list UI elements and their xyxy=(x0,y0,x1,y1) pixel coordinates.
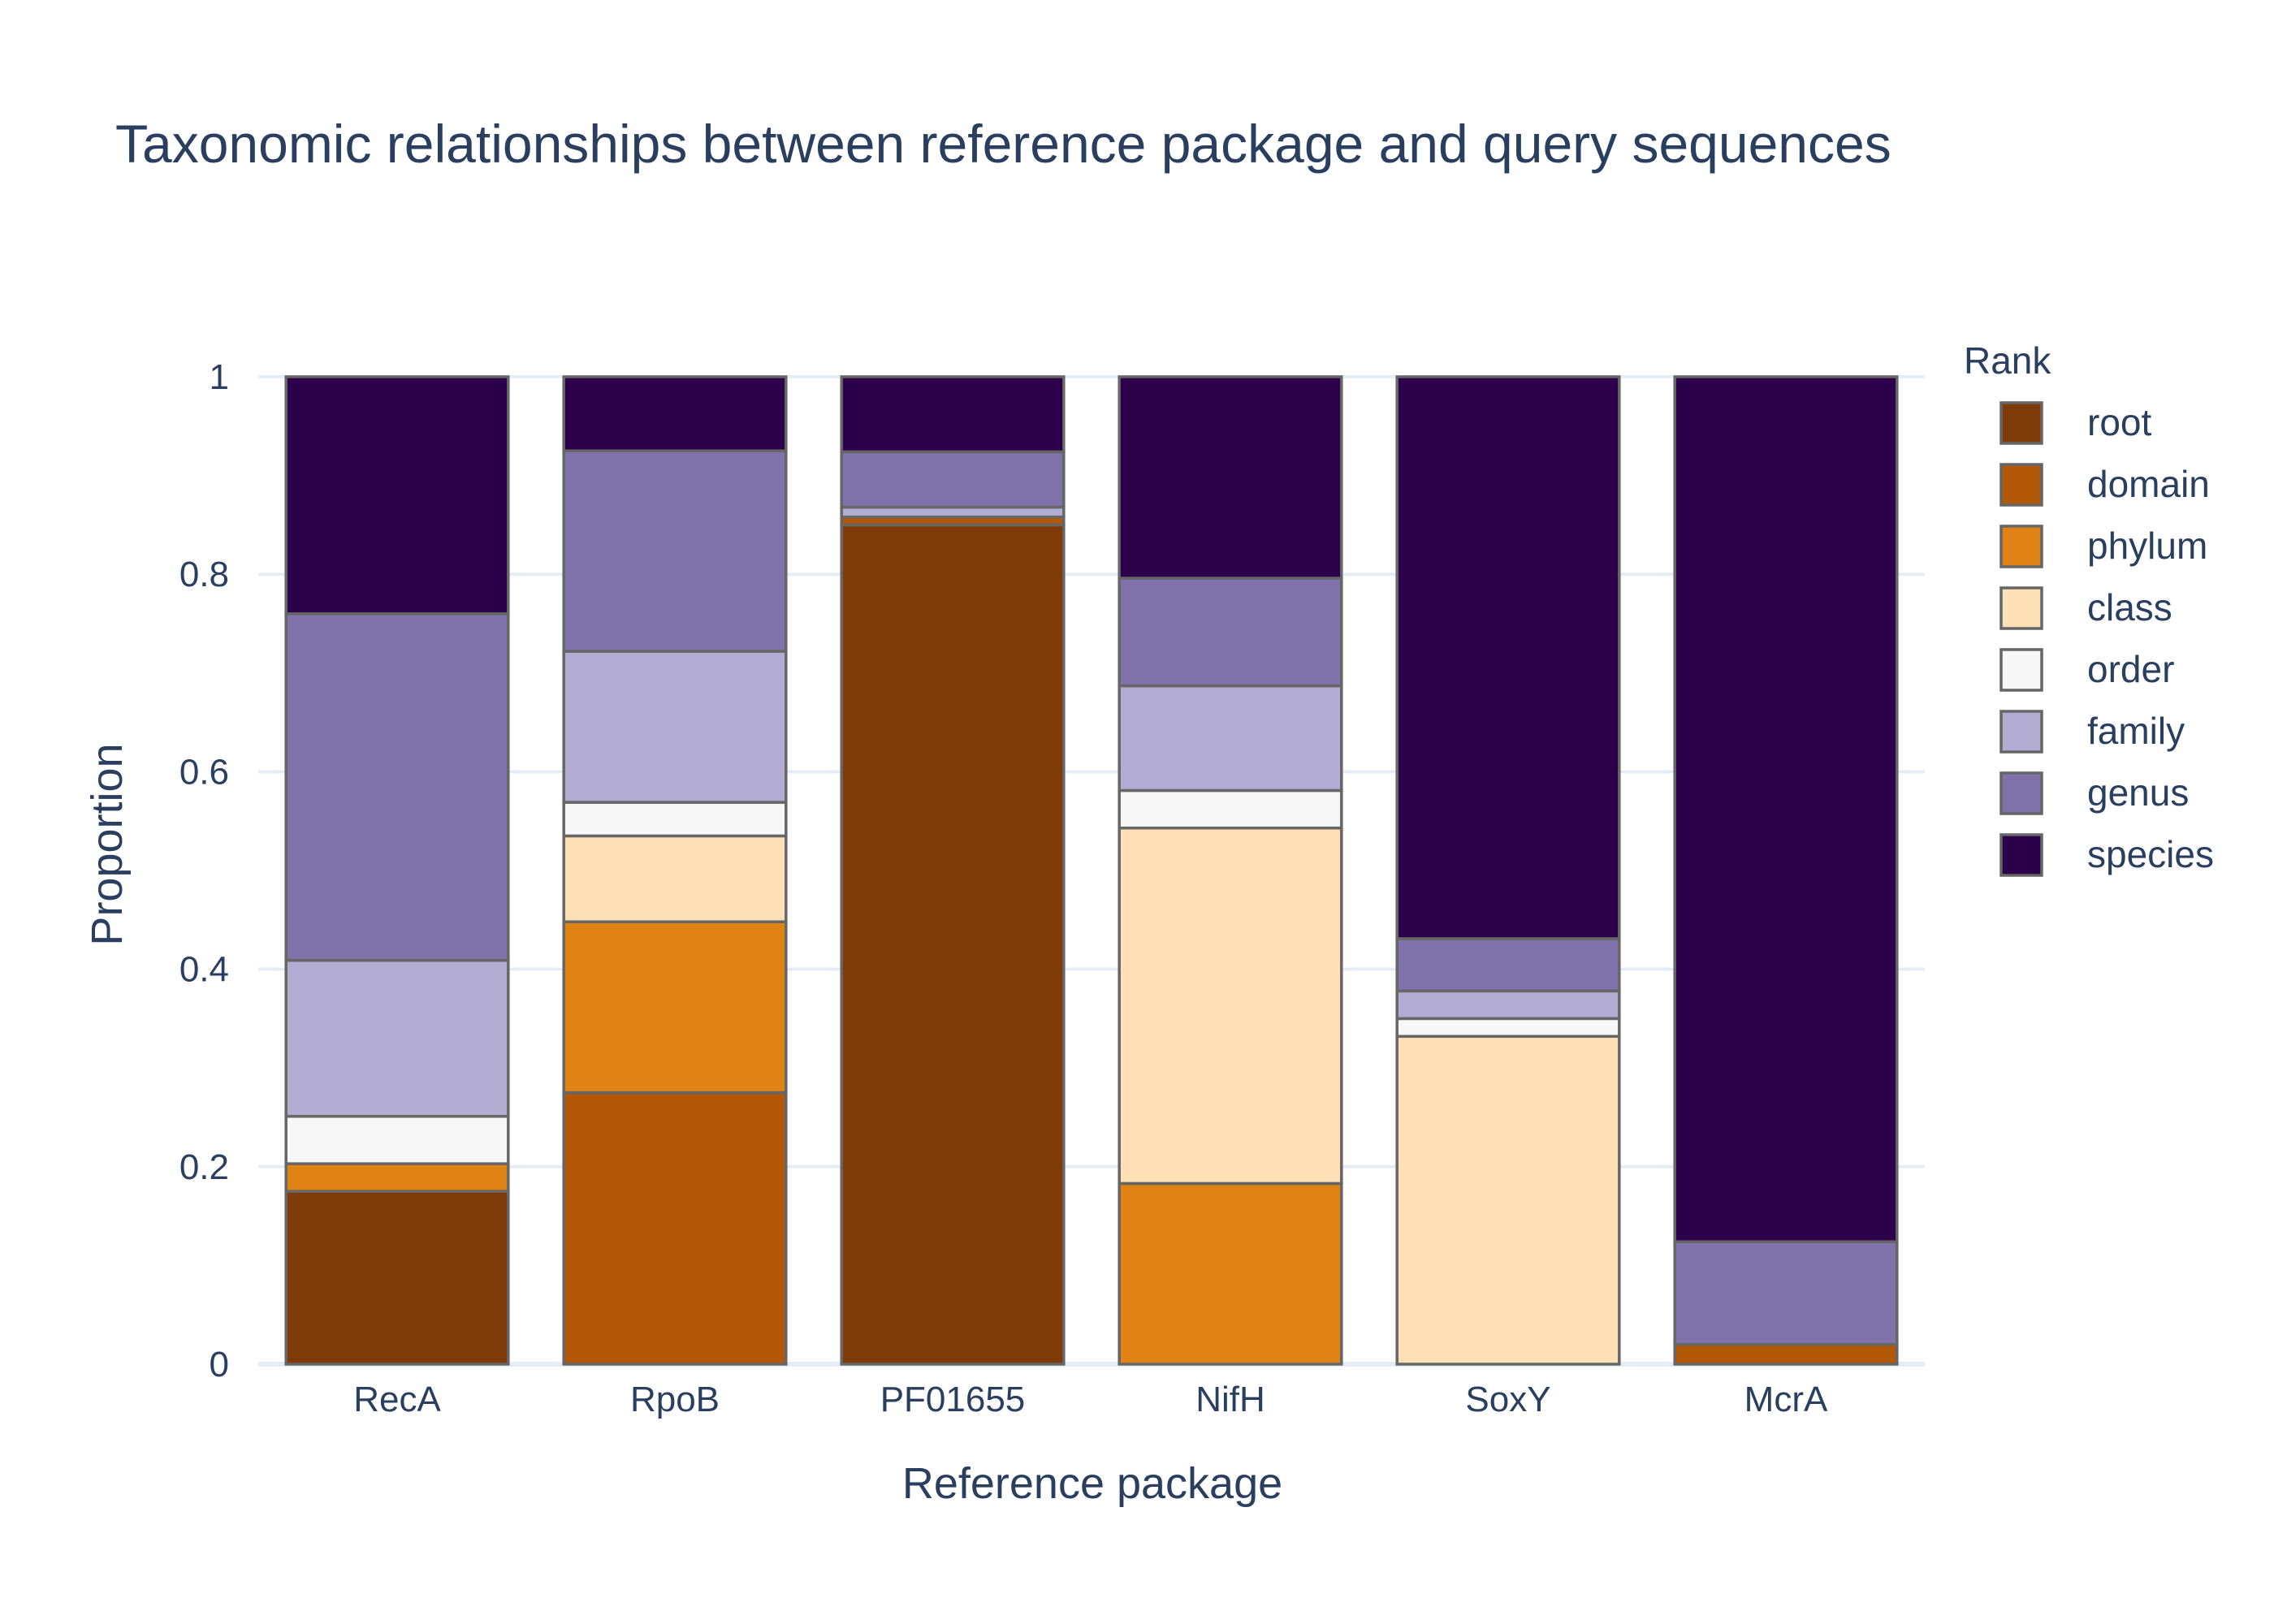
bar-segment-species[interactable] xyxy=(562,375,788,452)
bar-segment-class[interactable] xyxy=(1118,826,1343,1186)
bar-segment-species[interactable] xyxy=(1118,375,1343,580)
y-tick-label: 0.6 xyxy=(179,752,229,792)
y-tick-label: 0.4 xyxy=(179,950,229,990)
bar-segment-genus[interactable] xyxy=(1118,577,1343,688)
legend-swatch-phylum[interactable] xyxy=(1999,525,2043,568)
legend-swatch-species[interactable] xyxy=(1999,833,2043,877)
bar-segment-order[interactable] xyxy=(1118,788,1343,830)
y-axis-ticks: 0 0.2 0.4 0.6 0.8 1 xyxy=(179,357,229,1384)
legend-swatch-class[interactable] xyxy=(1999,586,2043,630)
x-tick-label: SoxY xyxy=(1465,1380,1550,1419)
legend-label-domain[interactable]: domain xyxy=(2087,463,2210,505)
bar-segment-family[interactable] xyxy=(840,505,1066,519)
bar-segment-family[interactable] xyxy=(562,650,788,804)
bar-segment-root[interactable] xyxy=(840,523,1066,1366)
x-tick-label: RpoB xyxy=(630,1380,720,1419)
chart-title: Taxonomic relationships between referenc… xyxy=(115,114,1891,174)
legend-label-species[interactable]: species xyxy=(2087,833,2214,875)
bar-segment-species[interactable] xyxy=(284,375,510,615)
legend-label-phylum[interactable]: phylum xyxy=(2087,525,2207,567)
legend-title: Rank xyxy=(1964,339,2051,382)
x-tick-label: NifH xyxy=(1195,1380,1265,1419)
x-axis-title: Reference package xyxy=(902,1459,1282,1508)
bar-segment-order[interactable] xyxy=(562,801,788,838)
legend-swatch-order[interactable] xyxy=(1999,648,2043,692)
x-tick-label: RecA xyxy=(353,1380,441,1419)
legend-label-family[interactable]: family xyxy=(2087,710,2185,752)
y-tick-label: 0 xyxy=(210,1345,229,1384)
y-tick-label: 0.8 xyxy=(179,555,229,594)
bar-segment-class[interactable] xyxy=(1395,1034,1621,1366)
y-axis-title: Proportion xyxy=(83,743,132,945)
legend-label-class[interactable]: class xyxy=(2087,586,2172,628)
legend-swatch-family[interactable] xyxy=(1999,710,2043,754)
bar-segment-genus[interactable] xyxy=(284,612,510,962)
legend-swatch-genus[interactable] xyxy=(1999,771,2043,815)
legend-label-root[interactable]: root xyxy=(2087,401,2151,443)
y-tick-label: 1 xyxy=(210,357,229,397)
bar-segment-species[interactable] xyxy=(840,375,1066,454)
bar-segment-family[interactable] xyxy=(1118,684,1343,793)
bar-segment-genus[interactable] xyxy=(1673,1240,1899,1346)
bar-segment-genus[interactable] xyxy=(840,450,1066,509)
x-tick-label: McrA xyxy=(1744,1380,1828,1419)
legend-swatch-root[interactable] xyxy=(1999,401,2043,445)
bar-segment-phylum[interactable] xyxy=(1118,1181,1343,1366)
y-tick-label: 0.2 xyxy=(179,1147,229,1187)
bar-segment-species[interactable] xyxy=(1395,375,1621,940)
bar-segment-family[interactable] xyxy=(284,958,510,1118)
bar-segment-domain[interactable] xyxy=(562,1091,788,1366)
bar-segment-family[interactable] xyxy=(1395,989,1621,1021)
bar-segment-order[interactable] xyxy=(1395,1017,1621,1039)
legend: Rank root domain phylum class order family gen… xyxy=(1964,339,2214,877)
x-axis-ticks: RecA RpoB PF01655 NifH SoxY McrA xyxy=(353,1380,1828,1419)
gridlines xyxy=(258,375,1925,1367)
bar-segment-domain[interactable] xyxy=(1673,1342,1899,1366)
bar-segment-phylum[interactable] xyxy=(284,1162,510,1193)
legend-swatch-domain[interactable] xyxy=(1999,463,2043,507)
bar-segment-root[interactable] xyxy=(284,1190,510,1366)
bar-segment-species[interactable] xyxy=(1673,375,1899,1243)
bar-segment-genus[interactable] xyxy=(562,449,788,653)
bar-segment-genus[interactable] xyxy=(1395,937,1621,993)
legend-label-genus[interactable]: genus xyxy=(2087,771,2189,814)
bars xyxy=(284,375,1899,1366)
bar-segment-phylum[interactable] xyxy=(562,920,788,1095)
bar-segment-order[interactable] xyxy=(284,1115,510,1165)
legend-label-order[interactable]: order xyxy=(2087,648,2174,690)
bar-segment-class[interactable] xyxy=(562,834,788,923)
x-tick-label: PF01655 xyxy=(880,1380,1026,1419)
